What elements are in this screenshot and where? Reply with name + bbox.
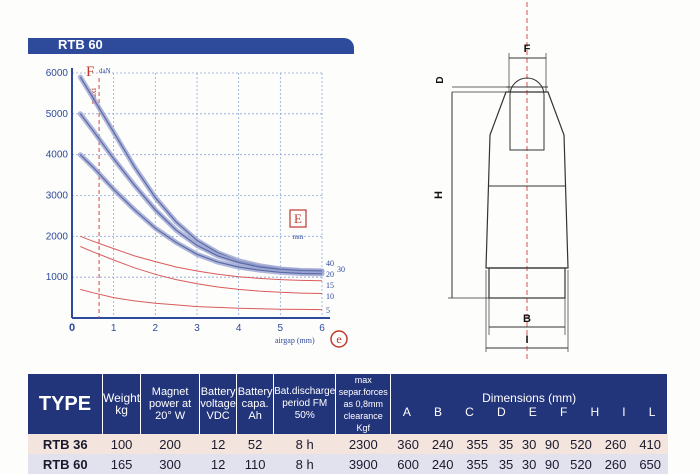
weight-header: Weight kg [102,374,142,434]
x-tick-label: 1 [111,323,117,334]
series-end-label: 20 [326,270,334,279]
chart-title: RTB 60 [58,37,103,52]
type-header: TYPE [28,374,103,434]
cell: 35 [494,434,518,454]
separation-force-header: max separ.forces as 0,8mm clearance Kgf [335,374,392,434]
series-line [80,288,323,311]
cell: 165 [102,454,141,474]
cell: 90 [540,434,564,454]
cell: 12 [199,454,237,474]
row-type: RTB 60 [28,454,103,474]
y-tick-label: 2000 [46,231,69,242]
magnet-power-header: Magnet power at 20° W [140,374,201,434]
dim-col-i: I [622,405,626,419]
dimension-columns: A B C D E F H I L [391,406,667,418]
discharge-header: Bat.discharge period FM 50% [273,374,337,434]
y-tick-label: 5000 [46,109,69,120]
series-end-label: 5 [326,306,330,315]
cell: 520 [563,454,599,474]
cell: 3900 [335,454,391,474]
force-unit-label: daN [99,67,111,75]
y-tick-label: 1000 [46,272,69,283]
cell: 260 [598,434,633,454]
e-unit-label: mm [293,233,304,241]
x-tick-label: 3 [194,323,200,334]
cell: 8 h [273,434,336,454]
table-row: RTB 36 100 200 12 52 8 h 2300 360 240 35… [28,434,668,454]
cell: 410 [632,434,668,454]
dim-col-b: B [434,405,443,419]
series-line [80,235,323,282]
dim-label-f: F [524,43,531,55]
dim-col-h: H [590,405,600,419]
cell: 2300 [335,434,391,454]
handle-slot [509,77,545,151]
series-line [79,113,323,272]
dim-label-d: D [435,76,446,83]
cell: 200 [140,434,200,454]
cell: 355 [459,454,495,474]
y-tick-label: 3000 [46,191,69,202]
dim-label-i: I [525,334,528,346]
specs-table: TYPE Weight kg Magnet power at 20° W Bat… [28,374,668,474]
dim-col-c: C [465,405,474,419]
battery-capa-header: Battery capa. Ah [236,374,275,434]
airgap-symbol-circle [330,330,348,348]
dim-col-e: E [528,405,537,419]
cell: 8 h [273,454,336,474]
x-tick-label: 2 [153,323,159,334]
x-tick-label: 5 [278,323,284,334]
x-tick-label: 0 [69,322,75,334]
cell: 110 [236,454,274,474]
cell: 260 [598,454,633,474]
cell: 360 [390,434,426,454]
e-label: E [294,211,302,226]
dimensions-label: Dimensions (mm) [482,391,577,405]
cell: 12 [199,434,237,454]
dim-col-a: A [402,405,411,419]
cell: 240 [425,434,460,454]
cell: 35 [494,454,518,474]
dimensions-header: Dimensions (mm) A B C D E F H I L [390,374,668,434]
cell: 600 [390,454,426,474]
series-end-label: 15 [326,281,334,290]
series-line [79,154,323,275]
table-row: RTB 60 165 300 12 110 8 h 3900 600 240 3… [28,454,668,474]
x-axis-label: airgap (mm) [275,336,315,345]
series-end-label: 10 [326,292,334,301]
force-label: F [86,64,94,80]
dim-col-l: L [648,405,656,419]
y-tick-label: 6000 [46,68,69,79]
cell: 355 [459,434,495,454]
table-header-row: TYPE Weight kg Magnet power at 20° W Bat… [28,374,668,434]
cell: 30 [517,434,541,454]
cell: 300 [140,454,200,474]
cell: 30 [517,454,541,474]
e-box [289,209,307,228]
battery-voltage-header: Battery voltage VDC [199,374,238,434]
cell: 240 [425,454,460,474]
cell: 520 [563,434,599,454]
series-end-label: 40 [326,259,334,268]
cell: 90 [540,454,564,474]
dim-col-d: D [496,405,506,419]
x-tick-label: 4 [236,323,242,334]
series-end-label: 30 [337,265,345,274]
x-axis-symbol: e [336,332,341,346]
cell: 52 [236,434,274,454]
dim-col-f: F [559,405,568,419]
magnet-base [488,267,566,299]
x-tick-label: 6 [319,323,325,334]
dim-label-h: H [433,191,445,199]
y-tick-label: 4000 [46,150,69,161]
dim-label-b: B [523,313,531,325]
cell: 100 [102,434,141,454]
row-type: RTB 36 [28,434,103,454]
chart-title-bar: RTB 60 [28,37,354,54]
cell: 650 [632,454,668,474]
series-line [80,246,323,294]
series-band [77,74,325,274]
